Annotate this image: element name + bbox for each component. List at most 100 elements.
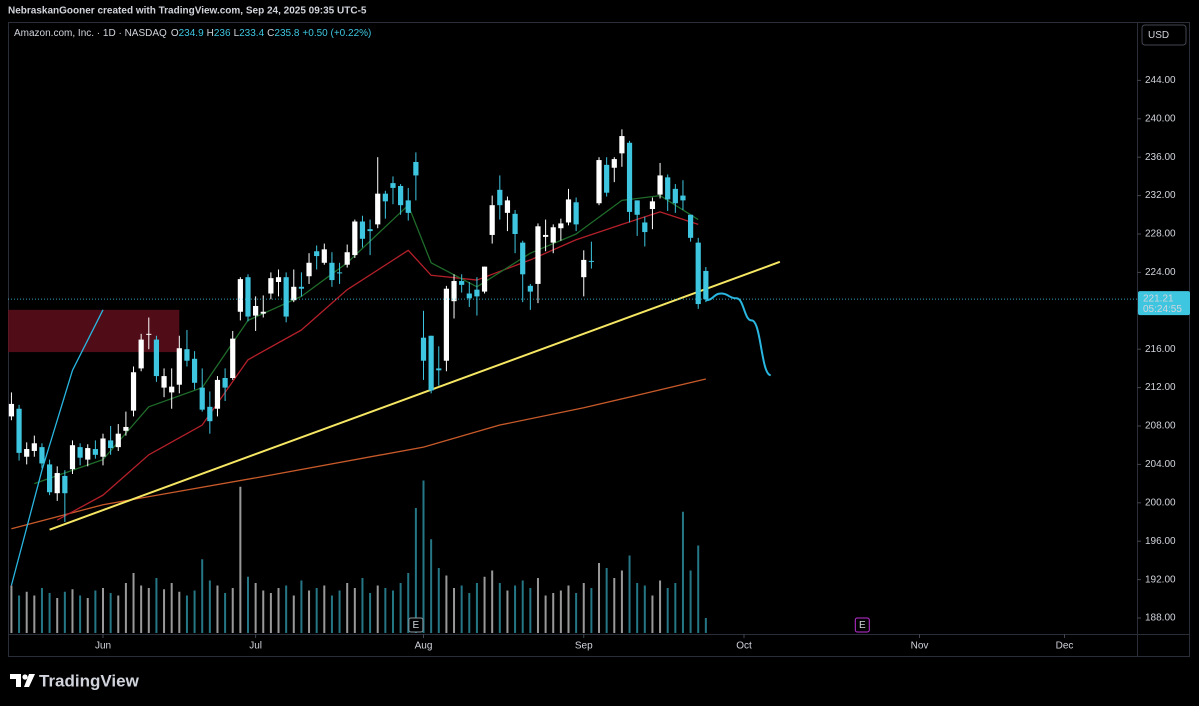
volume-bar [330,595,333,633]
y-tick-label: 216.00 [1145,344,1176,355]
volume-bar [208,580,211,633]
event-marker [408,617,424,633]
ohlc-value: 235.8 [274,28,299,39]
volume-bar [48,593,51,633]
candle-body [344,252,350,265]
candle-body [291,286,297,301]
volume-bar [567,585,570,633]
volume-bar [18,595,21,633]
candle-body [54,473,60,494]
legend-header: Amazon.com, Inc. · 1D · NASDAQ O234.9 H236… [14,28,371,39]
volume-bar [689,570,692,633]
volume-bar [155,578,158,633]
volume-bar [277,588,280,633]
y-tick-label: 240.00 [1145,113,1176,124]
volume-bar [25,591,28,633]
projection [705,292,772,377]
volume-bar [498,583,501,633]
candle-body [352,221,358,256]
volume-bar [40,588,43,633]
currency[interactable]: USD [1148,30,1169,41]
volume-bar [613,578,616,633]
candle-body [474,289,480,297]
ohlc-label: L [234,28,240,39]
volume-bar [575,593,578,633]
volume-bar [475,583,478,633]
volume-bar [651,595,654,633]
y-tick-label: 224.00 [1145,267,1176,278]
candle-body [260,311,266,314]
volume-bar [453,588,456,633]
volume-bar [315,588,318,633]
candle-body [420,337,427,361]
volume-bar [178,591,181,633]
candle-body [39,447,45,464]
volume-bar [323,585,326,633]
volume-bar [697,545,700,633]
candle-body [24,449,30,457]
ohlc-value: 234.9 [179,28,204,39]
y-tick-label: 196.00 [1145,536,1176,547]
volume-bar [300,580,303,633]
supply-zone [8,309,180,353]
trendline [49,260,781,531]
candle-body [649,201,656,210]
candle-body [237,279,243,312]
x-tick-label: Dec [1056,641,1074,652]
candle-body [138,339,144,369]
candle-body [634,200,640,215]
candle-body [413,161,419,176]
x-tick-label: Aug [415,641,433,652]
volume-bar [185,595,188,633]
brand-logo [10,674,35,687]
volume-bar [124,583,127,633]
candle-body [619,136,625,154]
x-tick-label: Sep [575,641,593,652]
volume-bar [262,590,265,633]
candle-body [642,222,648,233]
candle-body [687,214,694,238]
volume-bar [353,588,356,633]
candle-body [321,249,327,263]
volume-bar [140,585,143,633]
candle-body [405,200,411,213]
candle-body [191,358,198,383]
candle-body [230,338,236,378]
change: +0.50 (+0.22%) [302,28,371,39]
currency-button[interactable] [1141,24,1187,46]
candle-body [130,372,137,411]
candle-body [588,260,594,262]
volume-bar [460,585,463,633]
volume-bar [308,590,311,633]
volume-bar [239,486,242,633]
candle-body [550,227,556,243]
volume-bar [346,583,349,633]
candle-body [306,262,312,277]
volume-bar [163,589,166,633]
candle-body [657,175,663,195]
candle-body [314,251,320,257]
candle-body [665,177,671,200]
volume-bar [376,585,379,633]
volume-bar [468,593,471,633]
candle-body [535,226,541,284]
volume-bar [109,593,112,633]
candle-body [268,278,274,294]
candle-body [146,333,152,335]
candle-body [512,213,518,234]
brand: TradingView [39,671,140,690]
candle-body [611,159,617,168]
candle-body [367,229,373,232]
volume-bar [529,588,532,633]
volume-bar [361,578,364,633]
candle-body [390,183,396,188]
ohlc-value: 236 [214,28,231,39]
volume-bar [552,593,555,633]
candle-body [451,281,457,302]
candle-body [497,189,503,206]
candle-body [169,386,175,393]
candle-body [527,285,533,292]
candle-body [520,242,526,275]
candle-body [62,475,68,494]
